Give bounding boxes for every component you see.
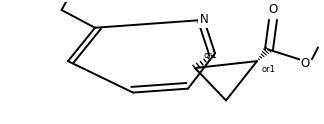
Text: O: O (300, 57, 310, 70)
Text: or1: or1 (261, 65, 275, 74)
Text: O: O (268, 3, 278, 16)
Text: N: N (200, 13, 208, 26)
Text: or1: or1 (203, 51, 217, 60)
